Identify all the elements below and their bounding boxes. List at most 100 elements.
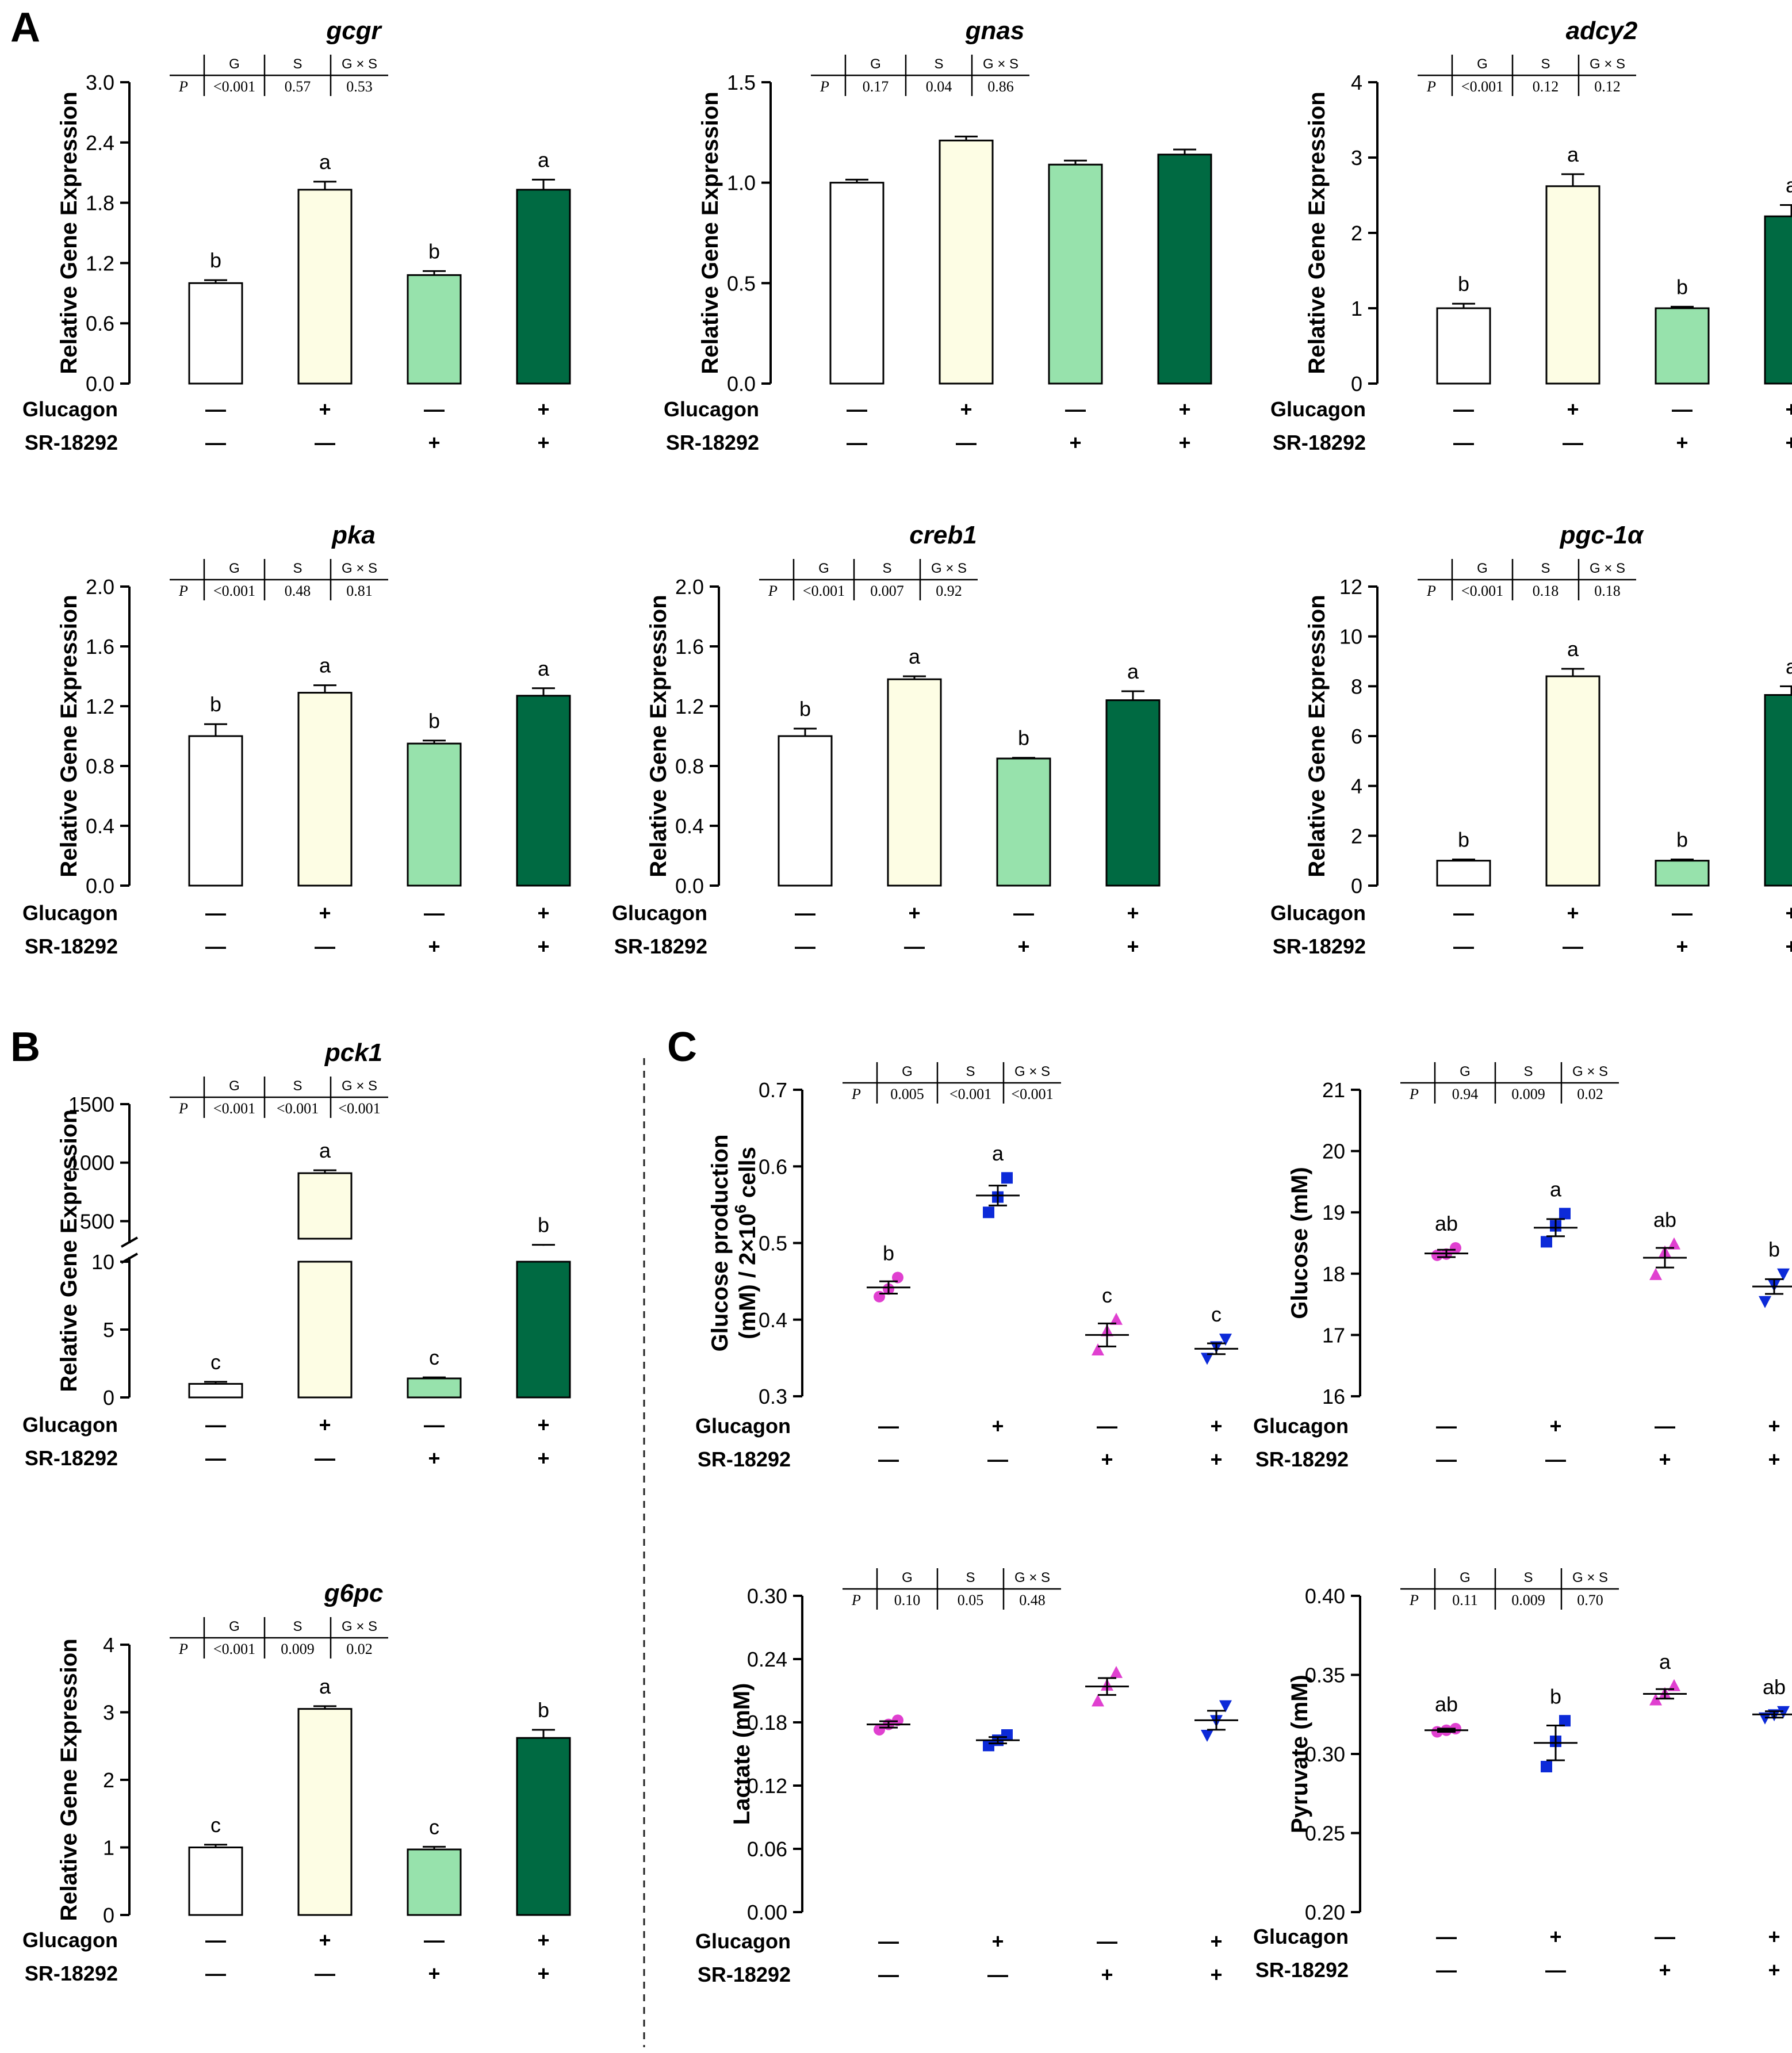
y-tick-label: 0.20 [1305,1901,1345,1924]
chart-title: pgc-1α [1560,521,1644,549]
significance-letter: a [1659,1650,1671,1673]
stats-p-value: <0.001 [277,1100,319,1117]
significance-letter: a [538,657,550,680]
data-point [1541,1761,1552,1772]
y-tick-label: 2.0 [675,575,704,599]
row-symbol-glucagon: + [537,397,549,421]
y-axis-label-line: cells [735,1147,760,1204]
data-point [1219,1700,1232,1713]
stats-header-label: S [1541,561,1550,576]
row-symbol-glucagon: + [537,901,549,925]
y-axis-label: Glucose (mM) [1287,1167,1312,1319]
y-tick-label: 1.2 [675,695,704,718]
row-symbol-sr: + [1101,1963,1113,1986]
row-label-glucagon: Glucagon [1270,397,1366,421]
significance-letter: a [1786,654,1792,678]
y-tick-label: 1000 [68,1151,114,1175]
stats-header-label: G × S [1572,1064,1608,1079]
bar [1436,307,1491,385]
data-point [983,1206,994,1219]
stats-p-value: 0.005 [890,1086,924,1102]
y-tick-label: 0.0 [86,874,114,898]
stats-header-label: S [882,561,891,576]
stats-p-value: 0.57 [285,78,311,95]
row-symbol-sr: — [1436,1447,1457,1471]
significance-letter: b [1768,1238,1780,1261]
y-tick-label: 2 [103,1768,114,1792]
bar [516,1737,571,1916]
stats-p-value: 0.009 [281,1641,315,1657]
row-symbol-glucagon: — [1065,397,1086,421]
y-tick-label: 0.0 [727,372,756,396]
stats-p-label: P [1426,583,1436,599]
stats-header-label: G × S [342,561,377,576]
y-tick-label: 3.0 [86,71,114,94]
stats-p-value: 0.009 [1511,1592,1545,1608]
y-tick-label: 0.4 [86,814,114,838]
significance-letter: a [1127,660,1139,683]
bar [297,1261,353,1399]
y-tick-label: 0.6 [759,1155,787,1178]
stats-p-value: 0.18 [1594,583,1621,599]
stats-header-label: G × S [342,1619,377,1634]
row-symbol-sr: — [878,1963,899,1986]
bar [516,189,571,385]
significance-letter: c [429,1346,439,1369]
chart-pgc1a: pgc-1α 0 2 4 6 8 10 12 Relative Gene Expression b… [1270,521,1792,958]
bar [407,742,462,887]
data-point [1431,1249,1443,1261]
row-symbol-glucagon: + [1768,1414,1780,1438]
chart-adcy2: adcy2 0 1 2 3 4 Relative Gene Expression b a b a G S… [1270,17,1792,454]
stats-p-value: <0.001 [213,583,255,599]
bar [188,1847,243,1916]
data-point [1649,1267,1662,1280]
bar [1764,694,1792,887]
row-symbol-sr: + [1659,1958,1671,1982]
stats-p-value: <0.001 [213,1641,255,1657]
data-point [892,1714,903,1726]
stats-p-label: P [851,1592,861,1608]
row-symbol-glucagon: — [424,397,445,421]
stats-p-value: 0.86 [987,78,1014,95]
bar [188,1382,243,1399]
stats-header-label: G [902,1570,913,1585]
row-symbol-glucagon: — [1436,1414,1457,1438]
row-symbol-sr: + [537,934,549,958]
bar [188,282,243,385]
significance-letter: b [210,692,221,716]
stats-header-label: G [818,561,829,576]
stats-p-value: 0.94 [1452,1086,1479,1102]
row-symbol-glucagon: + [319,901,331,925]
row-symbol-sr: + [428,1962,440,1985]
data-point [1092,1694,1104,1707]
row-symbol-glucagon: + [1567,901,1579,925]
stats-header-label: S [293,561,302,576]
stats-p-label: P [178,1100,188,1117]
row-symbol-glucagon: + [537,1928,549,1952]
y-tick-label: 0.30 [1305,1742,1345,1766]
chart-pyruvate: 0.20 0.25 0.30 0.35 0.40 Pyruvate (mM) ab b a ab G… [1253,1568,1792,1982]
row-symbol-sr: — [1545,1958,1566,1982]
row-symbol-sr: + [1017,934,1029,958]
y-tick-label: 1.5 [727,71,756,94]
row-symbol-glucagon: + [1549,1414,1561,1438]
stats-header-label: G × S [1014,1570,1050,1585]
bar [887,678,942,887]
stats-p-label: P [1426,78,1436,95]
stats-p-value: 0.11 [1452,1592,1478,1608]
data-point [1110,1312,1123,1325]
row-symbol-sr: + [1127,934,1139,958]
y-tick-label: 3 [1351,146,1362,170]
significance-letter: a [319,150,331,174]
row-symbol-sr: + [428,934,440,958]
y-tick-label: 4 [103,1633,114,1657]
row-symbol-sr: + [1069,431,1081,454]
bar [297,692,353,887]
row-label-sr: SR-18292 [25,1962,118,1985]
bar [778,735,833,887]
stats-p-value: <0.001 [803,583,845,599]
row-symbol-glucagon: — [1097,1414,1117,1438]
stats-p-value: <0.001 [213,78,255,95]
